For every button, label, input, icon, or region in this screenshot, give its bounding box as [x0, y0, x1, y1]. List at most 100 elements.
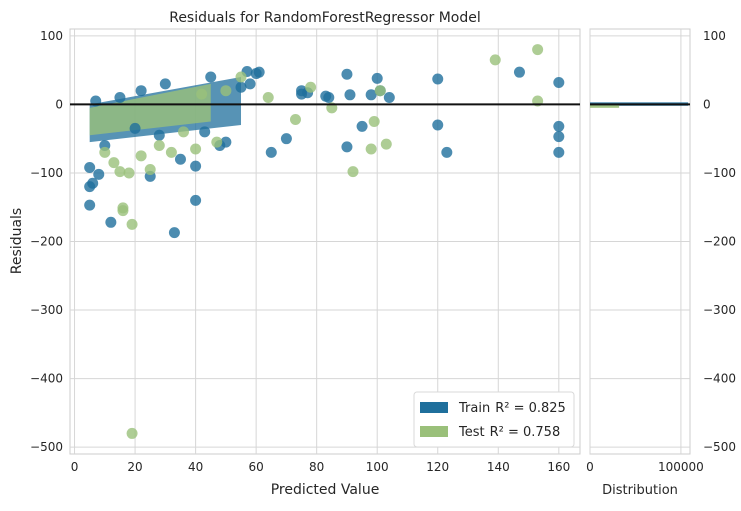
test-point: [305, 81, 317, 93]
train-point: [553, 76, 565, 88]
train-point: [244, 78, 256, 90]
train-point: [129, 122, 141, 134]
train-point: [344, 89, 356, 101]
test-point: [220, 85, 232, 97]
test-point: [126, 427, 138, 439]
legend-box: [413, 391, 575, 448]
train-point: [235, 81, 247, 93]
distribution-y-tick-labels: 100 0 −100 −200 −300 −400 −500: [703, 29, 736, 454]
train-point: [553, 131, 565, 143]
y-axis-label: Residuals: [9, 208, 25, 274]
test-point: [178, 126, 190, 138]
x-tick-label: 100: [366, 460, 389, 474]
train-point: [432, 73, 444, 85]
test-point: [262, 92, 274, 104]
x-tick-label: 60: [249, 460, 264, 474]
train-point: [265, 146, 277, 158]
distribution-x-tick-labels: 0 100000: [586, 460, 704, 474]
x-tick-label: 160: [547, 460, 570, 474]
train-point: [323, 92, 335, 104]
train-point: [341, 68, 353, 80]
train-point: [250, 68, 262, 80]
train-point: [441, 146, 453, 158]
test-point: [368, 116, 380, 128]
dist-y-tick-label: −200: [703, 235, 736, 249]
dist-y-tick-label: −100: [703, 166, 736, 180]
y-tick-label: 100: [40, 29, 63, 43]
train-point: [190, 160, 202, 172]
x-tick-labels: 0 20 40 60 80 100 120 140 160: [71, 460, 571, 474]
train-point: [190, 194, 202, 206]
y-tick-labels: 100 0 −100 −200 −300 −400 −500: [30, 29, 63, 454]
train-point: [513, 66, 525, 78]
y-tick-label: −500: [30, 440, 63, 454]
x-tick-label: 40: [188, 460, 203, 474]
train-point: [553, 146, 565, 158]
test-point: [117, 205, 129, 217]
x-tick-label: 140: [487, 460, 510, 474]
y-tick-label: −100: [30, 166, 63, 180]
x-tick-label: 80: [309, 460, 324, 474]
dist-y-tick-label: 100: [703, 29, 726, 43]
dist-y-tick-label: 0: [703, 97, 711, 111]
train-point: [84, 199, 96, 211]
train-point: [356, 120, 368, 132]
train-point: [105, 216, 117, 228]
x-tick-label: 120: [426, 460, 449, 474]
scatter-points: [84, 44, 565, 439]
x-axis-label: Predicted Value: [271, 482, 380, 498]
legend-label-test: Test R² = 0.758: [458, 425, 560, 440]
test-point: [374, 85, 386, 97]
test-point: [108, 157, 120, 169]
train-point: [174, 153, 186, 165]
test-point: [165, 146, 177, 158]
train-point: [220, 136, 232, 148]
test-point: [153, 140, 165, 152]
train-point: [341, 141, 353, 153]
test-point: [347, 166, 359, 178]
test-point: [380, 138, 392, 150]
train-point: [93, 168, 105, 180]
test-point: [489, 54, 501, 66]
x-tick-label: 20: [127, 460, 142, 474]
test-point: [211, 136, 223, 148]
test-point: [114, 166, 126, 178]
train-point: [280, 133, 292, 145]
train-point: [365, 89, 377, 101]
test-point: [532, 44, 544, 56]
y-tick-label: −400: [30, 372, 63, 386]
legend-swatch-test: [420, 426, 448, 437]
test-point: [196, 88, 208, 100]
test-point: [144, 164, 156, 176]
test-dense-band: [89, 83, 211, 136]
dist-y-tick-label: −400: [703, 372, 736, 386]
train-point: [84, 161, 96, 173]
y-tick-label: −200: [30, 235, 63, 249]
legend: Train R² = 0.825 Test R² = 0.758: [413, 391, 575, 448]
dist-y-tick-label: −500: [703, 440, 736, 454]
y-tick-label: 0: [55, 97, 63, 111]
train-point: [135, 85, 147, 97]
test-point: [123, 167, 135, 179]
train-point: [432, 119, 444, 131]
dist-x-tick-label: 0: [586, 460, 594, 474]
train-point: [199, 126, 211, 138]
y-tick-label: −300: [30, 303, 63, 317]
train-point: [114, 92, 126, 104]
test-point: [99, 146, 111, 158]
test-point: [235, 71, 247, 83]
train-point: [553, 120, 565, 132]
train-point: [205, 71, 217, 83]
legend-swatch-train: [420, 402, 448, 413]
train-point: [159, 78, 171, 90]
test-point: [135, 150, 147, 162]
chart-title: Residuals for RandomForestRegressor Mode…: [169, 10, 481, 26]
main-grid: [70, 29, 580, 454]
distribution-axis-label: Distribution: [602, 483, 678, 498]
test-point: [126, 218, 138, 230]
test-distribution-bar: [590, 105, 620, 108]
train-point: [153, 129, 165, 141]
train-point: [168, 227, 180, 239]
